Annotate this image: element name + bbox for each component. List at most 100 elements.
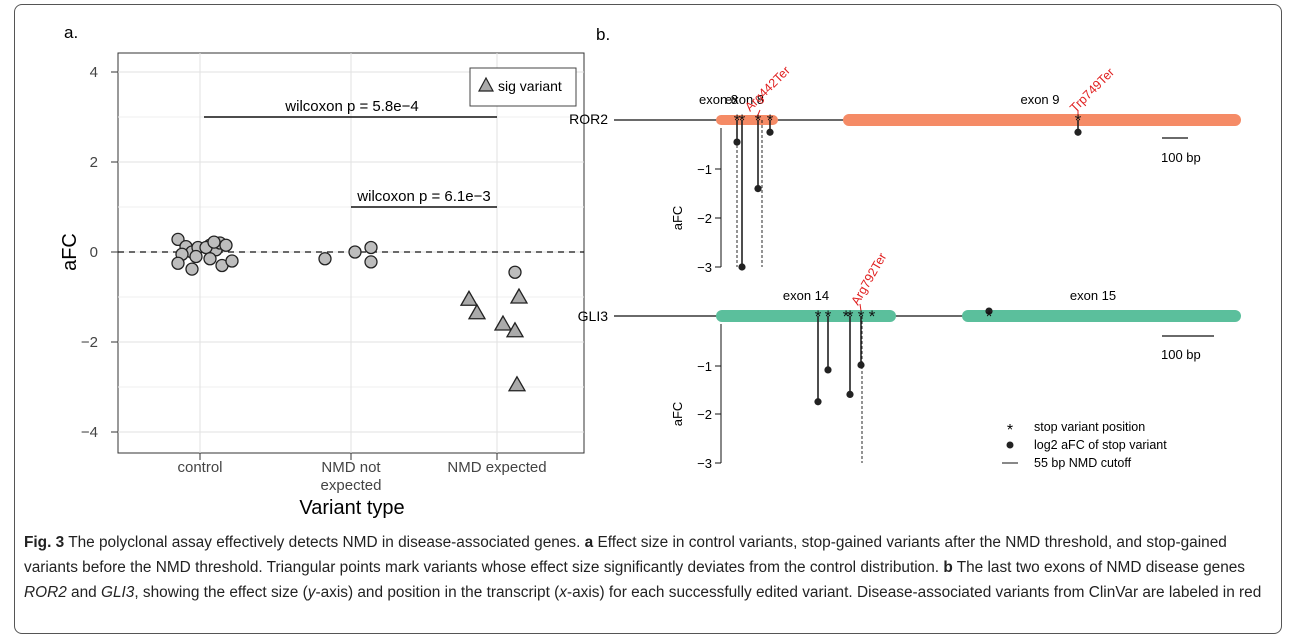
ror2-lollipops: ** * * * [733,111,1082,271]
ror2-ytick: −2 [697,211,712,226]
stop-variant-star: * [1075,111,1082,130]
triangle-icon [477,76,495,92]
variant-point [189,249,203,264]
lollipop-dot [738,263,746,271]
xtick-nmd-expected: NMD expected [447,459,546,476]
sig-variant-point [459,289,479,306]
sig-variant-point [507,375,527,392]
gli3-ytick: −3 [697,456,712,471]
caption-axis: x [559,584,567,601]
variant-point [207,235,221,249]
lollipop-dot [1074,128,1082,136]
variant-point [364,240,378,255]
lollipop-dot [824,366,832,374]
stop-variant-star: * [815,307,822,326]
xtick-nmd-not-2: expected [321,477,382,494]
sig-variant-point [505,321,525,338]
caption-gene: ROR2 [24,584,67,601]
caption-b-text: -axis) and position in the transcript ( [315,584,560,601]
clinvar-label: Arg442Ter [742,63,793,114]
caption-axis: y [307,584,316,601]
ror2-exon-8 [716,115,778,125]
ytick: −4 [81,424,98,441]
panel-label-b: b. [596,25,610,44]
panel-a-plot: 4 2 0 −2 −4 aFC control NMD not expected… [59,52,585,519]
xtick-control: control [177,459,222,476]
scale-label: 100 bp [1161,150,1201,165]
legend-label: sig variant [498,78,562,94]
dot-icon [1006,441,1014,449]
stop-variant-star: * [986,307,993,326]
caption-a-label: a [584,534,594,551]
panel-b-plot: ROR2 exon 8 exon 8 exon 9 −1 −2 −3 aFC A… [569,63,1241,471]
caption-b-text: -axis) for each successfully edited vari… [566,584,1262,601]
caption-a-text: Effect size in control variants, stop-ga… [24,534,1227,576]
gli3-exon15-label: exon 15 [1070,288,1116,303]
panel-a-yticks: 4 2 0 −2 −4 [81,64,118,441]
variant-point [364,255,378,269]
variant-point [185,262,199,276]
lollipop-dot [754,185,762,193]
ror2-exon-9 [843,114,1241,126]
sig-variant-point [509,287,529,304]
comparison-label-1: wilcoxon p = 5.8e−4 [284,98,418,115]
stop-variant-star: * [734,111,741,130]
gli3-ylabel: aFC [670,402,685,427]
legend-star-label: stop variant position [1034,420,1145,434]
figure-canvas: a. b. 4 2 0 −2 −4 aFC control NMD not ex… [59,23,1241,519]
ror2-exon8-label: exon 8 [725,92,764,107]
variant-point [171,256,185,270]
sig-variant-point [467,303,487,320]
ror2-ytick: −1 [697,162,712,177]
figure-caption: Fig. 3 The polyclonal assay effectively … [24,530,1264,605]
stop-variant-star: * [767,111,774,130]
gli3-ytick: −1 [697,359,712,374]
panel-b-legend: * stop variant position log2 aFC of stop… [1002,420,1167,470]
variant-point [508,265,522,279]
stop-variant-star: * [843,307,850,326]
ror2-exon8-label-overlap: exon 8 [699,92,738,107]
gli3-exon14-label: exon 14 [783,288,829,303]
ror2-exon9-label: exon 9 [1020,92,1059,107]
gli3-exon-14 [716,310,896,322]
caption-b-text: and [66,584,101,601]
ytick: 4 [90,64,98,81]
gli3-exon-15 [962,310,1241,322]
lollipop-dot [733,138,741,146]
gene-label-ror2: ROR2 [569,111,608,127]
asterisk-icon: * [1007,422,1013,439]
clinvar-label: Arg792Ter [848,251,889,308]
lollipop-dot [985,307,993,315]
ytick: 2 [90,154,98,171]
legend-line-label: 55 bp NMD cutoff [1034,456,1132,470]
panel-a-xlabel: Variant type [299,497,404,519]
caption-b-text: The last two exons of NMD disease genes [952,559,1246,576]
scale-label: 100 bp [1161,347,1201,362]
lollipop-dot [814,398,822,406]
ytick: 0 [90,244,98,261]
stop-variant-star: * [858,307,865,326]
variant-point [348,245,362,259]
xtick-nmd-not-1: NMD not [321,459,381,476]
panel-a-ylabel: aFC [59,233,81,271]
ror2-ytick: −3 [697,260,712,275]
lollipop-dot [857,361,865,369]
gli3-ytick: −2 [697,407,712,422]
legend-dot-label: log2 aFC of stop variant [1034,438,1167,452]
caption-gene: GLI3 [101,584,135,601]
stop-variant-star: * [755,111,762,130]
comparison-label-2: wilcoxon p = 6.1e−3 [356,188,490,205]
panel-a-points [171,232,529,392]
ror2-ylabel: aFC [670,206,685,231]
variant-point [225,254,239,268]
lollipop-dot [846,390,854,398]
gli3-lollipops: * * * * ** * [814,307,993,406]
variant-point [219,238,233,252]
sig-variant-point [493,314,513,331]
stop-variant-star: * [869,307,876,326]
variant-point [318,252,332,266]
ytick: −2 [81,334,98,351]
lollipop-dot [766,128,774,136]
stop-variant-star: * [739,111,746,130]
variant-point [203,252,217,266]
